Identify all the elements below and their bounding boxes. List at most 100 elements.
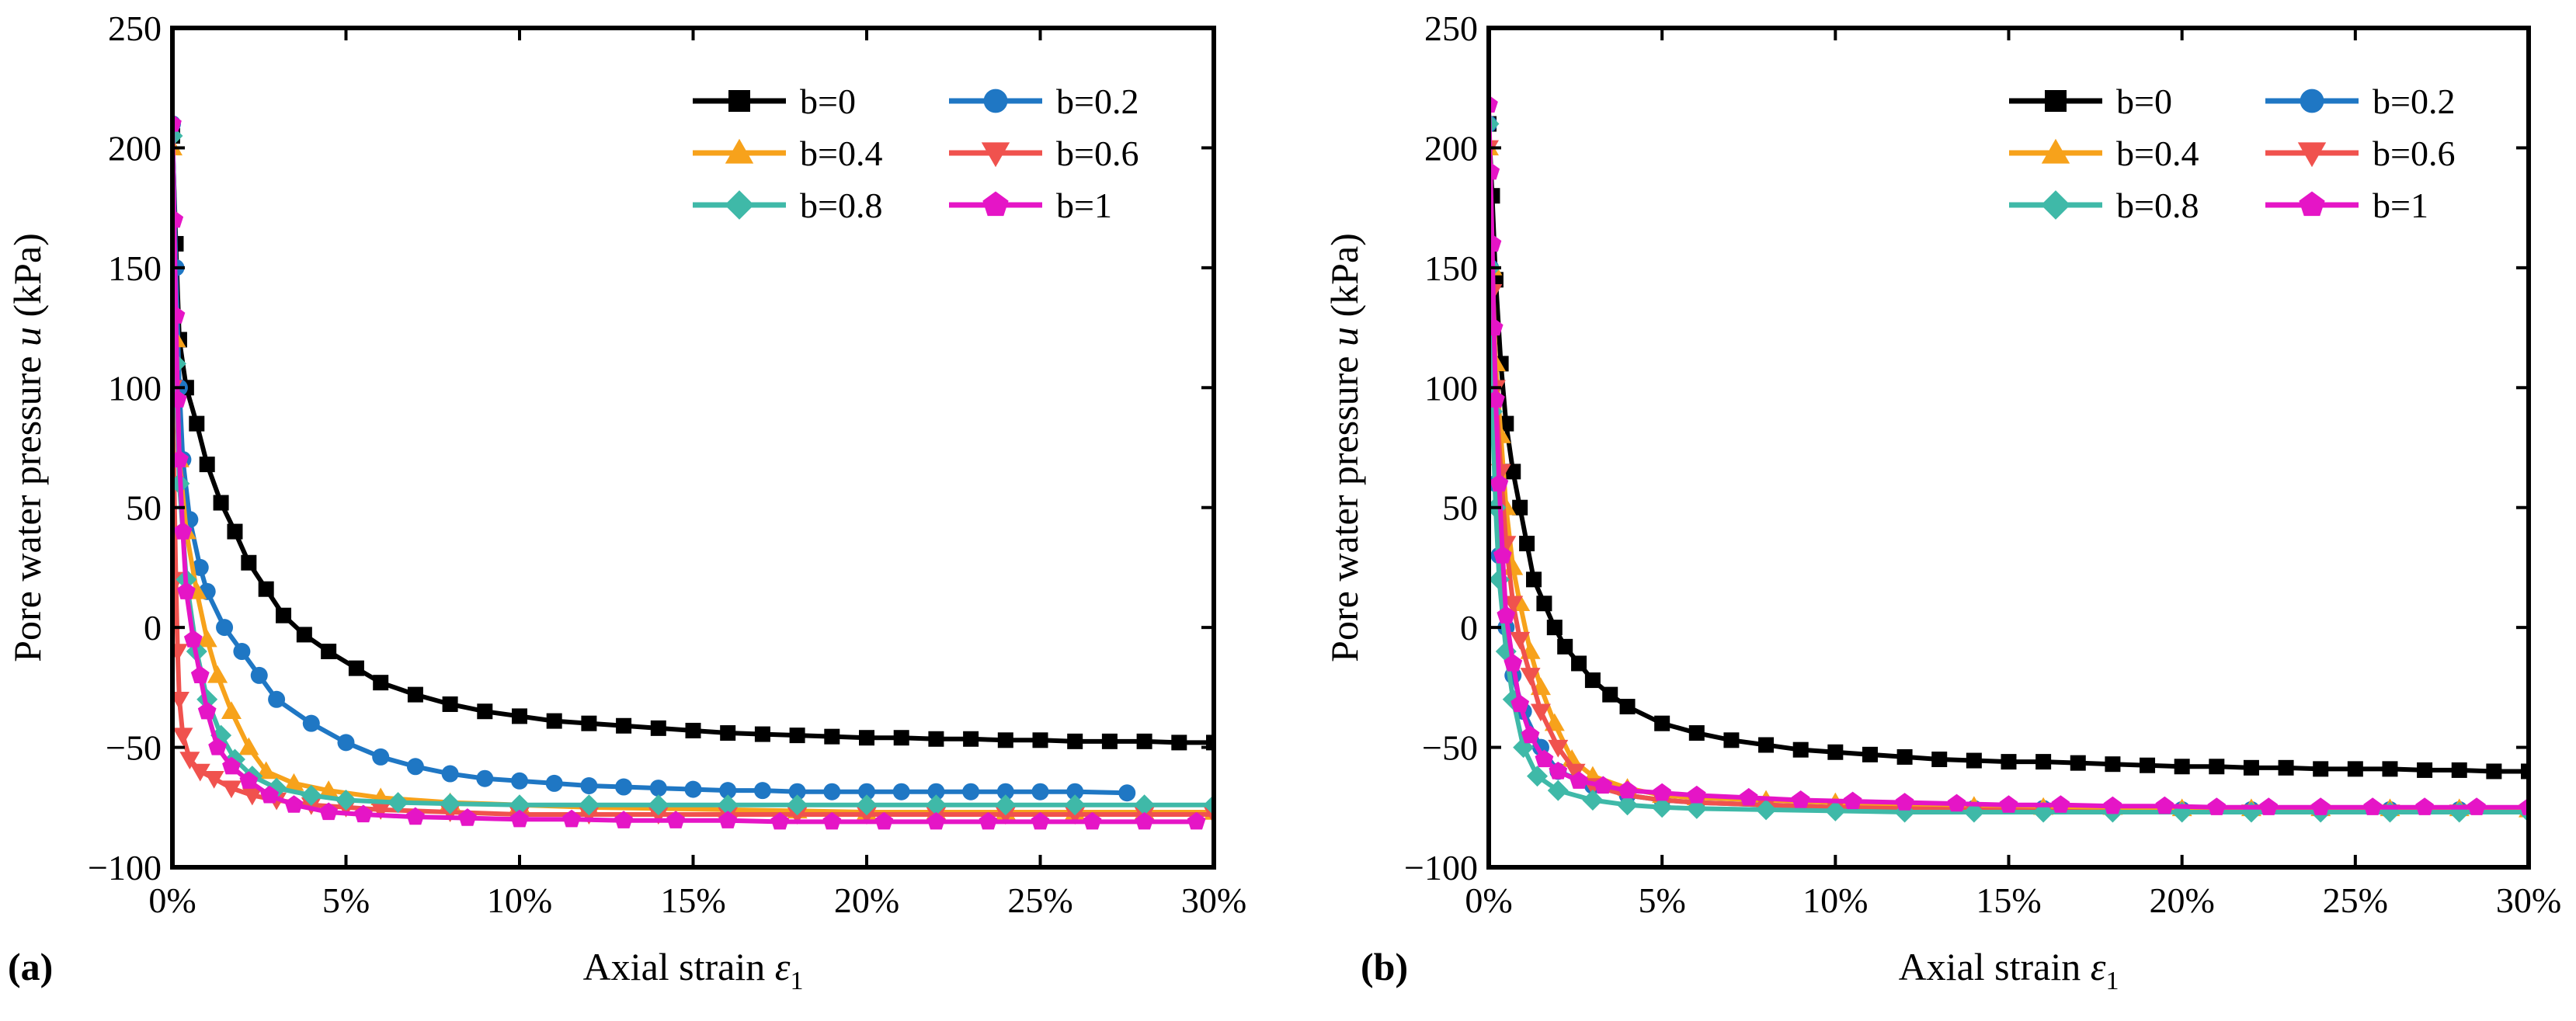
data-point bbox=[1755, 799, 1777, 821]
data-point bbox=[2278, 759, 2294, 776]
legend-swatch-marker bbox=[2297, 142, 2327, 168]
x-axis-title-symbol: ε bbox=[2091, 945, 2106, 988]
data-point bbox=[1134, 794, 1156, 816]
data-point bbox=[1999, 795, 2018, 813]
data-point bbox=[893, 730, 909, 746]
data-point bbox=[1963, 801, 1985, 823]
data-point bbox=[370, 802, 391, 820]
data-point bbox=[172, 450, 189, 468]
data-point bbox=[268, 690, 286, 708]
data-point bbox=[648, 807, 669, 825]
data-point bbox=[1895, 793, 1914, 811]
data-point bbox=[283, 773, 304, 791]
data-point bbox=[1739, 787, 1758, 806]
data-point bbox=[789, 728, 805, 744]
series-line bbox=[1489, 104, 2529, 810]
data-point bbox=[581, 715, 597, 731]
data-point bbox=[183, 630, 203, 648]
series-group bbox=[1489, 95, 2529, 823]
data-point bbox=[284, 795, 304, 813]
data-point bbox=[1066, 783, 1084, 800]
x-axis-title-text: Axial strain bbox=[1899, 945, 2081, 988]
data-point bbox=[442, 696, 458, 712]
data-point bbox=[1584, 672, 1601, 689]
legend-label: b=0.2 bbox=[2373, 82, 2455, 121]
legend: b=0 b=0.2 b=0.4 b=0.6 b=0.8 b=1 bbox=[2009, 82, 2455, 225]
data-point bbox=[2155, 796, 2174, 814]
series-b=1 bbox=[172, 114, 1206, 830]
data-point bbox=[258, 581, 274, 597]
data-point bbox=[1565, 763, 1586, 782]
data-point bbox=[197, 701, 217, 720]
data-point bbox=[963, 731, 979, 747]
data-point bbox=[440, 793, 461, 814]
data-point bbox=[1758, 737, 1775, 753]
legend: b=0 b=0.2 b=0.4 b=0.6 b=0.8 b=1 bbox=[693, 82, 1139, 225]
data-point bbox=[458, 808, 477, 826]
x-tick-label: 25% bbox=[2323, 880, 2388, 920]
data-point bbox=[1547, 780, 1569, 801]
data-point bbox=[276, 607, 292, 623]
legend-label: b=0.2 bbox=[1056, 82, 1139, 121]
data-point bbox=[172, 390, 187, 408]
data-point bbox=[1651, 797, 1673, 818]
data-point bbox=[510, 809, 529, 828]
data-point bbox=[2051, 795, 2070, 813]
legend-item-b=0.8: b=0.8 bbox=[693, 186, 882, 225]
data-point bbox=[562, 809, 581, 828]
data-point bbox=[2521, 763, 2529, 780]
data-point bbox=[196, 629, 217, 648]
x-tick-label: 15% bbox=[660, 880, 725, 920]
data-point bbox=[996, 783, 1014, 800]
data-point bbox=[512, 708, 527, 724]
series-group bbox=[172, 114, 1214, 830]
data-point bbox=[1503, 596, 1524, 614]
data-point bbox=[388, 792, 409, 814]
y-tick-label: 150 bbox=[108, 248, 162, 288]
data-point bbox=[2486, 763, 2502, 780]
data-point bbox=[1686, 797, 1708, 819]
data-point bbox=[172, 306, 186, 324]
data-point bbox=[1510, 694, 1530, 713]
y-tick-label: 0 bbox=[144, 608, 162, 648]
data-point bbox=[173, 522, 193, 540]
legend-label: b=1 bbox=[1056, 186, 1112, 225]
data-point bbox=[545, 774, 563, 792]
data-point bbox=[1510, 631, 1531, 650]
data-point bbox=[296, 627, 312, 643]
data-point bbox=[1032, 732, 1048, 748]
x-axis-title-space bbox=[2081, 945, 2091, 988]
data-point bbox=[1497, 606, 1516, 623]
data-point bbox=[979, 811, 998, 830]
data-point bbox=[1206, 734, 1214, 751]
data-point bbox=[1619, 699, 1636, 715]
data-point bbox=[754, 726, 770, 742]
y-tick-label: 150 bbox=[1424, 248, 1478, 288]
data-point bbox=[172, 692, 189, 710]
y-axis-title-text: Pore water pressure bbox=[5, 356, 49, 662]
y-axis-title-unit: (kPa) bbox=[1323, 233, 1366, 317]
legend-item-b=0: b=0 bbox=[693, 82, 856, 121]
data-point bbox=[2313, 761, 2329, 777]
legend-item-b=0.6: b=0.6 bbox=[949, 134, 1139, 173]
data-point bbox=[1654, 715, 1670, 731]
data-point bbox=[718, 811, 738, 828]
y-axis-title-space2 bbox=[1323, 318, 1366, 328]
legend-swatch-marker bbox=[2299, 191, 2325, 217]
data-point bbox=[874, 811, 894, 830]
data-point bbox=[1489, 234, 1502, 252]
y-axis-title: Pore water pressure u (kPa) bbox=[5, 233, 49, 662]
data-point bbox=[2467, 797, 2486, 815]
legend-swatch-marker bbox=[982, 191, 1009, 217]
x-axis-title: Axial strain ε1 bbox=[583, 945, 804, 995]
data-point bbox=[856, 794, 878, 816]
legend-item-b=0.4: b=0.4 bbox=[2009, 134, 2199, 173]
data-point bbox=[615, 778, 633, 796]
legend-swatch-marker bbox=[728, 90, 750, 112]
data-point bbox=[1947, 794, 1966, 812]
data-point bbox=[1067, 733, 1083, 749]
data-point bbox=[1791, 790, 1810, 808]
data-point bbox=[238, 737, 259, 755]
